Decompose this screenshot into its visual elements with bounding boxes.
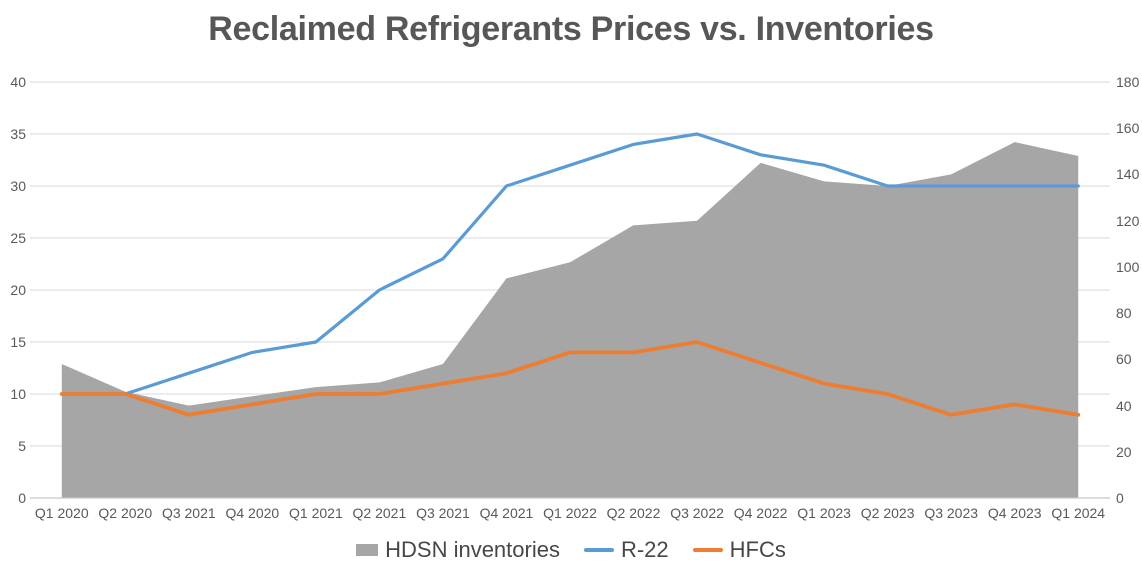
legend-label-hdsn-inventories: HDSN inventories	[385, 537, 560, 562]
x-axis-tick-label: Q3 2021	[161, 505, 216, 521]
legend-item-hfcs: HFCs	[692, 537, 786, 563]
left-axis-tick-label: 30	[10, 178, 26, 194]
x-axis-tick-label: Q2 2023	[860, 505, 915, 521]
series-area-hdsn-inventories	[61, 142, 1079, 498]
line-swatch-icon	[583, 548, 614, 552]
legend-item-hdsn-inventories: HDSN inventories	[356, 537, 560, 563]
x-axis-tick-label: Q1 2021	[289, 505, 343, 521]
x-axis-tick-label: Q3 2022	[670, 505, 724, 521]
right-axis-tick-label: 40	[1116, 397, 1132, 414]
series-line-hfcs	[59, 340, 1081, 417]
left-axis-tick-label: 15	[10, 334, 26, 350]
x-axis-tick-label: Q1 2020	[34, 505, 89, 521]
legend-label-r-22: R-22	[620, 537, 669, 562]
x-axis-tick-label: Q2 2021	[352, 505, 407, 521]
right-axis-tick-label: 80	[1116, 305, 1132, 322]
left-axis-tick-label: 35	[10, 126, 26, 142]
x-axis-tick-label: Q2 2020	[98, 505, 153, 521]
right-axis-tick-label: 20	[1116, 443, 1132, 460]
left-axis-tick-label: 10	[10, 386, 26, 402]
x-axis-tick-label: Q1 2024	[1051, 505, 1106, 521]
x-axis-tick-label: Q3 2021	[416, 505, 470, 521]
x-axis-tick-label: Q2 2022	[606, 505, 661, 521]
right-axis-tick-label: 100	[1116, 258, 1140, 275]
x-axis-tick-label: Q1 2023	[797, 505, 851, 521]
legend: HDSN inventories R-22 HFCs	[0, 534, 1142, 566]
right-axis-tick-label: 180	[1116, 74, 1140, 90]
left-axis-tick-label: 20	[10, 282, 26, 298]
x-axis-tick-label: Q4 2022	[733, 505, 788, 521]
area-swatch-icon	[356, 544, 379, 556]
x-axis-tick-label: Q3 2023	[924, 505, 979, 521]
legend-label-hfcs: HFCs	[729, 537, 786, 562]
right-axis-tick-label: 60	[1116, 351, 1132, 368]
right-axis-tick-label: 160	[1116, 120, 1140, 137]
left-axis-tick-label: 25	[10, 230, 26, 246]
x-axis-tick-label: Q4 2021	[479, 505, 534, 521]
right-axis-tick-label: 140	[1116, 166, 1140, 183]
series-line-r-22	[60, 132, 1080, 396]
x-axis-tick-label: Q4 2020	[225, 505, 280, 521]
line-swatch-icon	[692, 548, 723, 552]
chart-title: Reclaimed Refrigerants Prices vs. Invent…	[208, 10, 934, 48]
right-axis-tick-label: 0	[1116, 490, 1124, 506]
x-axis-tick-label: Q4 2023	[987, 505, 1042, 521]
legend-item-r-22: R-22	[583, 537, 669, 563]
x-axis-tick-label: Q1 2022	[543, 505, 597, 521]
left-axis-tick-label: 40	[10, 74, 26, 90]
left-axis-tick-label: 5	[18, 438, 26, 454]
right-axis-tick-label: 120	[1116, 212, 1140, 229]
left-axis-tick-label: 0	[18, 490, 26, 506]
